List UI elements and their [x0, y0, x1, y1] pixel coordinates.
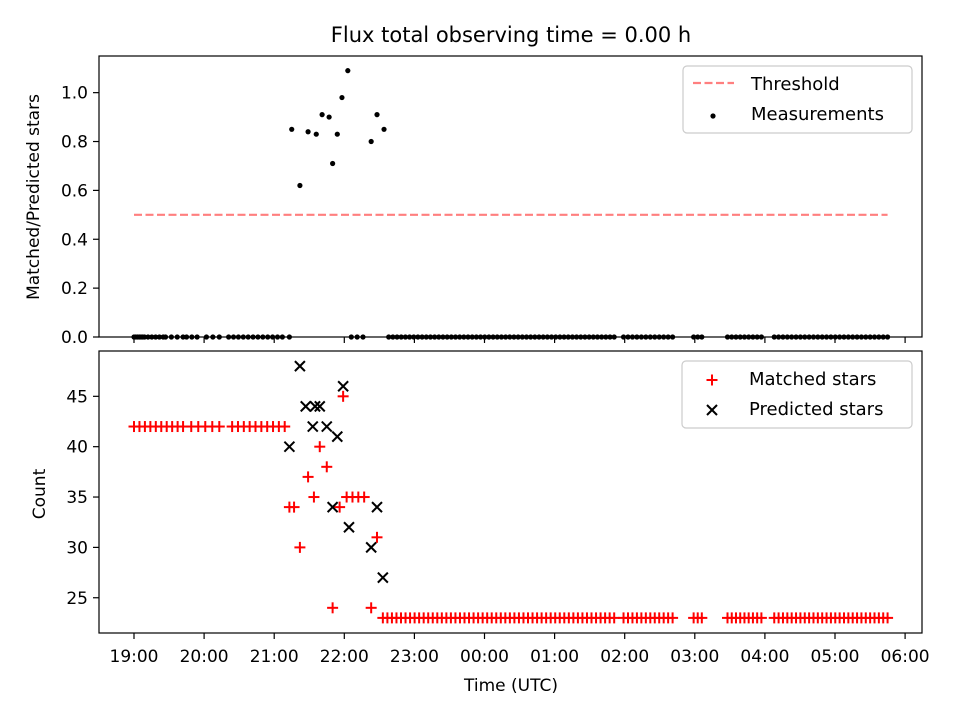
predicted-star-marker — [300, 400, 312, 413]
predicted-star-marker — [283, 440, 296, 453]
measurement-point — [305, 129, 311, 135]
lower-y-tick-label: 40 — [66, 438, 88, 458]
measurement-point — [334, 131, 340, 137]
predicted-legend-glyph — [706, 404, 718, 416]
x-axis-label: Time (UTC) — [463, 676, 558, 696]
predicted-star-marker — [294, 360, 306, 372]
predicted-star-marker — [331, 430, 343, 443]
lower-y-tick-label: 45 — [66, 387, 88, 407]
measurement-point — [374, 112, 380, 118]
upper-legend: Threshold Measurements — [682, 65, 913, 134]
measurements-legend-marker — [710, 113, 716, 119]
predicted-star-marker — [337, 380, 349, 392]
measurement-point — [313, 131, 319, 137]
measurement-point — [319, 112, 325, 118]
matched-star-marker — [327, 602, 339, 614]
predicted-star-marker — [377, 571, 389, 584]
matched-star-marker — [279, 421, 291, 433]
x-tick-label: 21:00 — [250, 647, 299, 667]
predicted-star-marker — [309, 400, 321, 413]
predicted-star-marker — [365, 541, 377, 554]
matched-star-marker — [294, 541, 306, 553]
matched-star-marker — [337, 390, 349, 402]
lower-axes-frame — [98, 350, 923, 634]
predicted-star-marker — [307, 420, 319, 433]
matched-star-marker — [371, 531, 383, 543]
x-tick-label: 01:00 — [530, 647, 579, 667]
upper-axes-frame — [98, 55, 923, 338]
matched-star-marker — [213, 421, 225, 433]
x-tick-label: 05:00 — [811, 647, 860, 667]
measurements-legend-label: Measurements — [751, 104, 884, 125]
upper-legend-box — [682, 65, 913, 134]
measurement-point — [368, 138, 374, 145]
matched-star-marker — [334, 501, 346, 513]
matched-legend-label: Matched stars — [749, 369, 876, 390]
chart-title: Flux total observing time = 0.00 h — [331, 23, 691, 47]
lower-panel: 25 30 35 40 45 Count 19:00 20:00 21:00 22:00 23:… — [30, 350, 930, 696]
matched-star-marker — [882, 612, 894, 624]
measurement-point — [345, 68, 351, 74]
x-tick-label: 04:00 — [740, 647, 789, 667]
matched-star-marker — [288, 501, 300, 513]
measurement-point — [289, 126, 295, 132]
lower-y-tick-label: 30 — [66, 538, 88, 558]
x-tick-label: 20:00 — [180, 647, 229, 667]
matched-star-marker — [321, 461, 333, 473]
predicted-star-marker — [326, 501, 339, 513]
lower-y-tick-label: 25 — [66, 589, 88, 609]
matched-star-marker — [608, 612, 620, 624]
lower-y-axis-label: Count — [30, 468, 50, 519]
predicted-star-marker — [321, 420, 333, 433]
x-tick-label: 03:00 — [670, 647, 719, 667]
lower-legend: Matched stars Predicted stars — [681, 360, 913, 429]
x-tick-label: 06:00 — [881, 647, 930, 667]
upper-y-tick-label: 1.0 — [61, 84, 88, 104]
predicted-legend-label: Predicted stars — [749, 399, 883, 420]
predicted-star-marker — [314, 400, 326, 413]
upper-y-tick-label: 0.4 — [61, 230, 88, 250]
x-tick-label: 22:00 — [320, 647, 369, 667]
matched-star-marker — [358, 491, 370, 503]
matched-star-marker — [696, 612, 708, 624]
upper-y-tick-label: 0.2 — [61, 279, 88, 299]
x-tick-label: 23:00 — [390, 647, 439, 667]
x-tick-label: 19:00 — [110, 647, 159, 667]
matched-star-marker — [308, 491, 320, 503]
matched-star-marker — [365, 602, 377, 614]
matched-star-marker — [667, 612, 679, 624]
predicted-star-marker — [343, 521, 355, 533]
measurement-point — [330, 160, 336, 167]
matched-star-marker — [314, 441, 326, 453]
measurement-point — [381, 126, 387, 132]
threshold-legend-label: Threshold — [750, 74, 840, 95]
predicted-star-marker — [371, 501, 383, 513]
upper-y-axis-label: Matched/Predicted stars — [24, 94, 44, 300]
upper-y-tick-label: 0.6 — [61, 181, 88, 201]
lower-y-tick-label: 35 — [66, 488, 88, 508]
measurement-point — [297, 182, 303, 189]
matched-star-marker — [302, 471, 314, 483]
upper-y-tick-label: 0.0 — [61, 328, 88, 348]
predicted-legend-marker — [706, 404, 718, 416]
measurement-point — [339, 94, 345, 101]
measurement-point — [326, 114, 332, 120]
x-tick-label: 00:00 — [460, 647, 509, 667]
upper-panel: 0.0 0.2 0.4 0.6 0.8 1.0 Matched/Predicted sta… — [24, 55, 923, 348]
lower-legend-box — [681, 360, 913, 429]
matched-legend-glyph — [706, 374, 718, 386]
upper-y-tick-label: 0.8 — [61, 133, 88, 153]
matched-legend-marker — [706, 374, 718, 386]
matched-star-marker — [755, 612, 767, 624]
x-tick-label: 02:00 — [600, 647, 649, 667]
